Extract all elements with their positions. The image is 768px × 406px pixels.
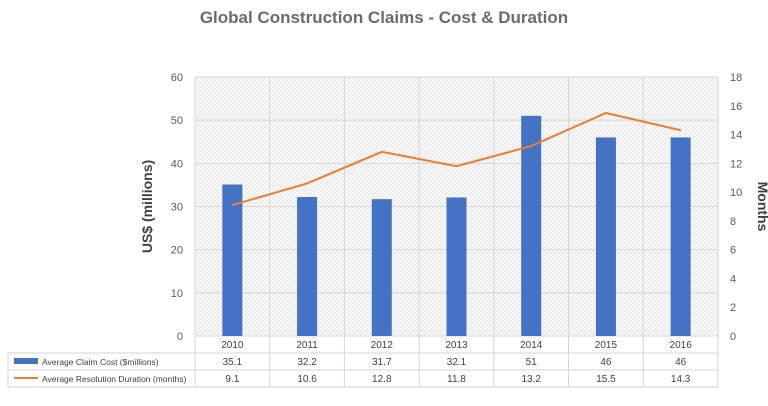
y2-tick-label: 10 [730,187,742,199]
data-label: 12.8 [372,374,392,385]
y-tick-label: 30 [171,202,183,214]
line-point [456,165,457,167]
y-axis-title: US$ (millions) [139,160,155,253]
bar [521,115,542,336]
data-label: 14.3 [671,374,691,385]
bar [446,197,467,336]
data-label: 46 [600,357,612,368]
data-label: 9.1 [225,374,239,385]
x-tick-label: 2013 [445,340,468,351]
y2-tick-label: 12 [730,158,742,170]
bar [222,184,243,336]
y2-tick-label: 16 [730,101,742,113]
line-point [530,145,532,147]
x-tick-label: 2012 [371,340,394,351]
data-label: 46 [675,357,687,368]
legend-label: Average Resolution Duration (months) [42,374,187,384]
data-label: 32.2 [297,357,317,368]
line-point [231,204,233,206]
y-tick-label: 20 [171,245,183,257]
x-tick-label: 2011 [296,340,318,351]
chart-title: Global Construction Claims - Cost & Dura… [199,8,569,27]
y2-tick-label: 6 [730,245,736,257]
bar [670,137,691,336]
line-point [381,151,383,153]
data-label: 35.1 [223,357,243,368]
legend-label: Average Claim Cost ($millions) [42,357,159,367]
x-tick-label: 2014 [520,340,543,351]
line-point [680,129,682,131]
legend-key-bar [14,358,38,364]
x-tick-label: 2016 [670,340,693,351]
data-label: 11.8 [447,374,466,385]
bar [371,199,392,336]
y2-tick-label: 14 [730,130,742,142]
y-tick-label: 0 [177,331,183,343]
data-label: 31.7 [372,357,392,368]
y-tick-label: 50 [171,115,183,127]
line-point [306,182,308,184]
y-tick-label: 10 [171,288,183,300]
y2-tick-label: 18 [730,72,742,84]
x-tick-label: 2015 [595,340,618,351]
bar [595,137,616,336]
line-point [605,112,607,114]
data-label: 15.5 [596,374,616,385]
x-tick-label: 2010 [221,340,244,351]
y2-tick-label: 8 [730,216,736,228]
y-tick-label: 40 [171,158,183,170]
y2-axis-title: Months [755,182,768,232]
y2-tick-label: 0 [730,331,736,343]
data-label: 51 [526,357,538,368]
data-label: 13.2 [521,374,541,385]
y2-tick-label: 4 [730,273,736,285]
data-label: 32.1 [447,357,467,368]
y-tick-label: 60 [171,72,183,84]
y2-tick-label: 2 [730,302,736,314]
bar [297,197,318,336]
data-label: 10.6 [297,374,317,385]
